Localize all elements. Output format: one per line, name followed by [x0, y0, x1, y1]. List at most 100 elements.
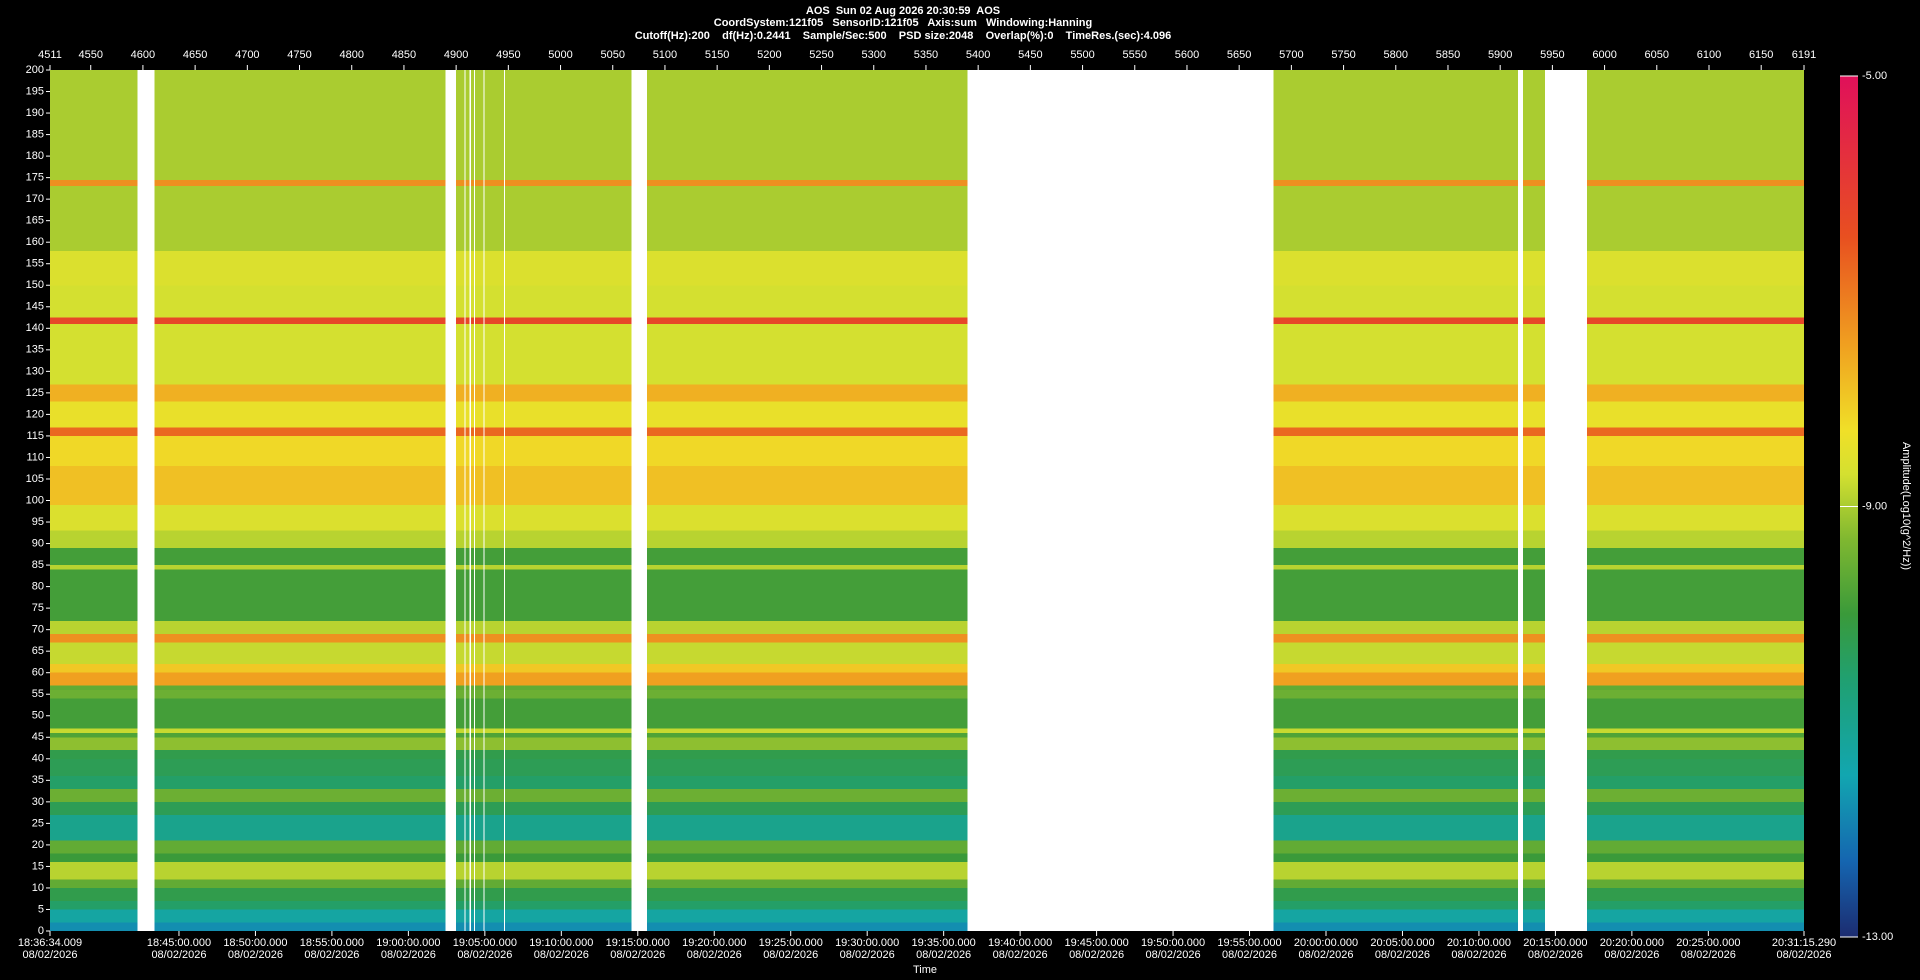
- y-tick-label: 130: [26, 365, 44, 377]
- x-tick-label: 5650: [1227, 49, 1251, 61]
- time-tick-date: 08/02/2026: [916, 949, 971, 961]
- y-tick-label: 25: [32, 817, 44, 829]
- x-tick-label: 6050: [1645, 49, 1669, 61]
- spectrogram-band: [50, 853, 1804, 863]
- x-tick-label: 5400: [966, 49, 990, 61]
- y-tick-label: 115: [26, 430, 44, 442]
- data-gap: [469, 70, 471, 931]
- x-tick-label: 5750: [1331, 49, 1355, 61]
- time-tick-date: 08/02/2026: [304, 949, 359, 961]
- chart-title: AOS Sun 02 Aug 2026 20:30:59 AOS: [806, 5, 1000, 17]
- x-tick-label: 5100: [653, 49, 677, 61]
- spectrogram-band: [50, 70, 1804, 180]
- spectrogram-band: [50, 384, 1804, 402]
- spectrogram-band: [50, 801, 1804, 815]
- time-tick-date: 08/02/2026: [1298, 949, 1353, 961]
- spectrogram-band: [50, 862, 1804, 880]
- x-tick-label: 6150: [1749, 49, 1773, 61]
- time-tick-date: 08/02/2026: [687, 949, 742, 961]
- spectrogram-band: [50, 758, 1804, 777]
- data-gap: [137, 70, 155, 931]
- spectrogram-band: [50, 909, 1804, 923]
- y-tick-label: 100: [26, 494, 44, 506]
- time-tick-label: 19:20:00.000: [682, 937, 746, 949]
- data-gap: [967, 70, 1274, 931]
- spectrogram-band: [50, 664, 1804, 673]
- time-tick-label: 18:45:00.000: [147, 937, 211, 949]
- x-tick-label: 4900: [444, 49, 468, 61]
- colorbar-tick-label: -13.00: [1862, 931, 1893, 943]
- time-tick-date: 08/02/2026: [1604, 949, 1659, 961]
- time-tick-date: 08/02/2026: [1146, 949, 1201, 961]
- y-tick-label: 185: [26, 128, 44, 140]
- time-tick-label: 19:35:00.000: [912, 937, 976, 949]
- y-tick-label: 30: [32, 796, 44, 808]
- y-tick-label: 170: [26, 193, 44, 205]
- time-tick-label: 19:50:00.000: [1141, 937, 1205, 949]
- spectrogram-band: [50, 530, 1804, 548]
- data-gap: [504, 70, 506, 931]
- x-tick-label: 6100: [1697, 49, 1721, 61]
- time-tick-label: 19:55:00.000: [1217, 937, 1281, 949]
- spectrogram-band: [50, 633, 1804, 643]
- time-tick-date: 08/02/2026: [763, 949, 818, 961]
- time-tick-label: 20:10:00.000: [1447, 937, 1511, 949]
- spectrogram-band: [50, 689, 1804, 699]
- y-tick-label: 175: [26, 172, 44, 184]
- spectrogram-band: [50, 750, 1804, 759]
- spectrogram-band: [50, 814, 1804, 841]
- x-tick-label: 4600: [131, 49, 155, 61]
- x-tick-label: 5800: [1384, 49, 1408, 61]
- spectrogram-band: [50, 569, 1804, 622]
- y-tick-label: 140: [26, 322, 44, 334]
- y-tick-label: 75: [32, 602, 44, 614]
- y-tick-label: 165: [26, 215, 44, 227]
- colorbar-tick-label: -5.00: [1862, 70, 1887, 82]
- spectrogram-band: [50, 728, 1804, 733]
- time-tick-label: 19:25:00.000: [759, 937, 823, 949]
- spectrogram-band: [50, 435, 1804, 467]
- y-tick-label: 120: [26, 408, 44, 420]
- time-tick-label: 20:31:15.290: [1772, 937, 1836, 949]
- data-gap: [445, 70, 457, 931]
- time-tick-label: 18:55:00.000: [300, 937, 364, 949]
- x-tick-label: 4700: [235, 49, 259, 61]
- x-tick-label: 5450: [1018, 49, 1042, 61]
- x-tick-label: 4850: [392, 49, 416, 61]
- time-tick-label: 19:15:00.000: [606, 937, 670, 949]
- time-tick-date: 08/02/2026: [151, 949, 206, 961]
- y-tick-label: 65: [32, 645, 44, 657]
- time-tick-label: 19:30:00.000: [835, 937, 899, 949]
- y-tick-label: 70: [32, 624, 44, 636]
- data-gap: [473, 70, 475, 931]
- time-tick-date: 08/02/2026: [22, 949, 77, 961]
- y-tick-label: 155: [26, 258, 44, 270]
- x-tick-label: 4550: [78, 49, 102, 61]
- y-tick-label: 35: [32, 774, 44, 786]
- time-tick-date: 08/02/2026: [1069, 949, 1124, 961]
- chart-subtitle: Cutoff(Hz):200 df(Hz):0.2441 Sample/Sec:…: [635, 30, 1172, 42]
- time-tick-label: 19:05:00.000: [453, 937, 517, 949]
- spectrogram-band: [50, 323, 1804, 385]
- spectrogram-band: [50, 186, 1804, 251]
- y-tick-label: 190: [26, 107, 44, 119]
- y-tick-label: 40: [32, 753, 44, 765]
- y-tick-label: 150: [26, 279, 44, 291]
- y-tick-label: 110: [26, 451, 44, 463]
- spectrogram-band: [50, 504, 1804, 531]
- x-tick-label: 5000: [548, 49, 572, 61]
- time-tick-date: 08/02/2026: [381, 949, 436, 961]
- y-tick-label: 180: [26, 150, 44, 162]
- y-tick-label: 160: [26, 236, 44, 248]
- x-tick-label: 4511: [38, 49, 62, 61]
- time-tick-label: 18:50:00.000: [223, 937, 287, 949]
- spectrogram-band: [50, 737, 1804, 751]
- time-tick-date: 08/02/2026: [840, 949, 895, 961]
- time-tick-date: 08/02/2026: [534, 949, 589, 961]
- x-tick-label: 5150: [705, 49, 729, 61]
- y-tick-label: 45: [32, 731, 44, 743]
- x-tick-label: 5050: [600, 49, 624, 61]
- spectrogram-band: [50, 685, 1804, 690]
- spectrogram-band: [50, 788, 1804, 802]
